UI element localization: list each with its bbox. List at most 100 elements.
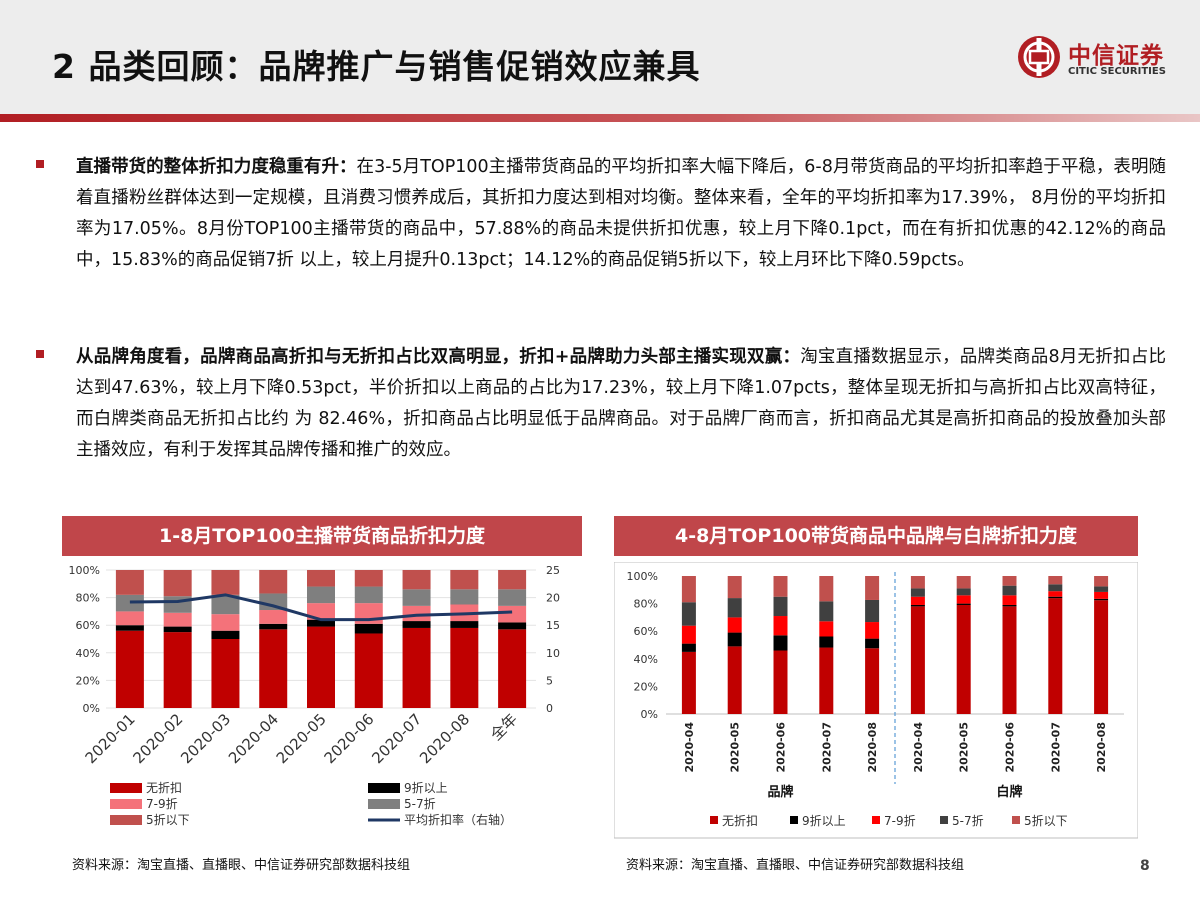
bar-segment <box>819 636 834 648</box>
bar-segment <box>259 570 288 594</box>
bar-segment <box>727 632 742 647</box>
bar-segment <box>956 604 971 714</box>
x-tick-label: 2020-04 <box>225 710 282 767</box>
bar-segment <box>865 576 880 600</box>
bar-segment <box>402 627 431 708</box>
bar-segment <box>910 576 925 589</box>
x-tick-label: 2020-07 <box>1049 722 1062 773</box>
chart2-plot: 100% 80% 60% 40% 20% 0% 2020-04 2020-05 2020-06 2… <box>614 562 1138 839</box>
legend-label: 7-9折 <box>146 796 178 811</box>
bullet-lead: 从品牌角度看，品牌商品高折扣与无折扣占比双高明显，折扣+品牌助力头部主播实现双赢… <box>76 347 801 367</box>
bar-segment <box>727 617 742 633</box>
bar-segment <box>773 576 788 597</box>
legend-label: 5-7折 <box>404 796 436 811</box>
bar-segment <box>402 621 431 628</box>
bar-segment <box>819 576 834 602</box>
bar-segment <box>402 589 431 606</box>
y-tick-label: 40% <box>634 653 658 666</box>
bar-segment <box>115 594 144 612</box>
bar-segment <box>354 623 383 634</box>
legend-swatch <box>872 816 880 824</box>
bar-segment <box>450 627 479 708</box>
bar-segment <box>450 621 479 628</box>
header-divider <box>0 114 1200 122</box>
bar-segment <box>681 576 696 603</box>
bar-segment <box>1094 586 1109 592</box>
chart-monthly-discount: 1-8月TOP100主播带货商品折扣力度 100% 80% 60% 40% 20% 0% 2… <box>62 516 582 846</box>
bar-segment <box>354 586 383 604</box>
logo-en-text: CITIC SECURITIES <box>1068 66 1166 77</box>
bar-segment <box>498 589 527 606</box>
bar-segment <box>1048 598 1063 714</box>
bar-segment <box>819 647 834 714</box>
bar-segment <box>163 570 192 597</box>
legend-swatch <box>110 815 142 825</box>
legend-swatch <box>710 816 718 824</box>
bar-segment <box>681 651 696 714</box>
bar-segment <box>956 588 971 596</box>
x-tick-label: 2020-04 <box>683 722 696 773</box>
bar-segment <box>498 570 527 590</box>
group-label: 品牌 <box>767 784 793 800</box>
y-tick-label: 60% <box>634 625 658 638</box>
legend-swatch <box>940 816 948 824</box>
x-tick-label: 2020-08 <box>866 722 879 773</box>
citic-logo-icon <box>1018 36 1060 78</box>
bar-segment <box>115 625 144 631</box>
chart2-source: 资料来源：淘宝直播、直播眼、中信证券研究部数据科技组 <box>626 858 965 873</box>
x-tick-label: 2020-01 <box>82 710 139 767</box>
bar-segment <box>211 594 240 615</box>
legend-swatch <box>110 783 142 793</box>
legend-label: 无折扣 <box>722 813 758 828</box>
bar-segment <box>910 588 925 597</box>
bullet-text: 直播带货的整体折扣力度稳重有升：在3-5月TOP100主播带货商品的平均折扣率大… <box>76 152 1166 276</box>
bar-segment <box>1002 595 1017 605</box>
bar-segment <box>450 589 479 605</box>
bar-segment <box>956 603 971 605</box>
y-tick-label: 100% <box>627 570 658 583</box>
bar-segment <box>865 599 880 623</box>
bar-segment <box>498 629 527 708</box>
page-number: 8 <box>1140 858 1150 874</box>
bar-segment <box>115 630 144 708</box>
x-tick-label: 2020-08 <box>416 710 473 767</box>
bar-segment <box>1094 598 1109 601</box>
legend-label: 5折以下 <box>146 812 190 827</box>
x-tick-label: 2020-08 <box>1095 722 1108 773</box>
legend-label: 5折以下 <box>1024 813 1068 828</box>
bar-segment <box>354 570 383 587</box>
bar-segment <box>773 635 788 651</box>
bar-segment <box>681 643 696 652</box>
y-tick-label: 80% <box>76 592 100 605</box>
bar-segment <box>1048 596 1063 599</box>
x-tick-label: 2020-07 <box>368 710 425 767</box>
bullet-discount-trend: 直播带货的整体折扣力度稳重有升：在3-5月TOP100主播带货商品的平均折扣率大… <box>36 152 1166 276</box>
group-label: 白牌 <box>996 784 1022 800</box>
bullet-brand-view: 从品牌角度看，品牌商品高折扣与无折扣占比双高明显，折扣+品牌助力头部主播实现双赢… <box>36 342 1166 466</box>
legend-label: 9折以上 <box>404 780 448 795</box>
y-tick-label: 80% <box>634 598 658 611</box>
bar-segment <box>211 614 240 631</box>
bar-segment <box>115 570 144 595</box>
bar-segment <box>307 619 335 627</box>
bar-segment <box>1002 604 1017 607</box>
bar-segment <box>1048 584 1063 592</box>
y2-tick-label: 15 <box>546 619 560 632</box>
bar-segment <box>727 598 742 618</box>
y-tick-label: 20% <box>76 674 100 687</box>
legend-label: 平均折扣率（右轴） <box>404 812 512 827</box>
bar-segment <box>354 633 383 708</box>
x-tick-label: 2020-07 <box>820 722 833 773</box>
citic-logo: 中信证券 CITIC SECURITIES <box>1016 34 1186 88</box>
bar-segment <box>259 593 288 611</box>
y2-tick-label: 5 <box>546 674 553 687</box>
y-tick-label: 40% <box>76 647 100 660</box>
bullet-marker <box>36 350 44 358</box>
x-tick-label: 2020-06 <box>1004 722 1017 773</box>
bar-segment <box>163 626 192 633</box>
bar-segment <box>910 604 925 607</box>
x-tick-label: 2020-03 <box>177 710 234 767</box>
avg-discount-line <box>129 593 513 622</box>
bar-segment <box>956 576 971 589</box>
logo-cn-text: 中信证券 <box>1068 43 1164 69</box>
